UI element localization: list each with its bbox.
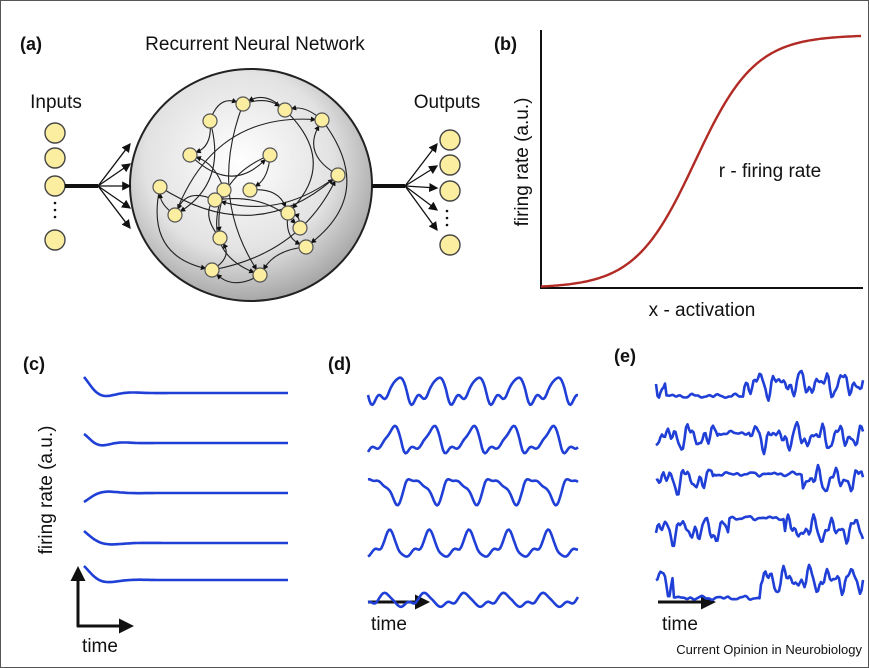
output-node <box>440 130 460 150</box>
network-node <box>281 206 295 220</box>
network-node <box>293 221 307 235</box>
x-label: time <box>371 614 407 635</box>
ellipsis-dot <box>54 202 57 205</box>
input-node <box>45 123 65 143</box>
input-node <box>45 148 65 168</box>
network-node <box>203 114 217 128</box>
panel-label: (e) <box>614 346 636 366</box>
network-node <box>331 168 345 182</box>
network-node <box>208 193 222 207</box>
network-node <box>153 180 167 194</box>
panel-title: Recurrent Neural Network <box>145 34 365 55</box>
curve-label: r - firing rate <box>719 161 821 182</box>
network-node <box>168 208 182 222</box>
ellipsis-dot <box>446 210 449 213</box>
output-node <box>440 155 460 175</box>
figure: (a) Recurrent Neural Network Inputs Outp… <box>0 0 869 668</box>
network-node <box>263 148 277 162</box>
input-node <box>45 176 65 196</box>
ellipsis-dot <box>446 217 449 220</box>
ellipsis-dot <box>446 224 449 227</box>
x-label: x - activation <box>649 300 756 321</box>
network-node <box>253 268 267 282</box>
panel-label: (b) <box>494 34 517 54</box>
panel-label: (d) <box>328 354 351 374</box>
x-label: time <box>662 614 698 635</box>
network-node <box>236 97 250 111</box>
network-node <box>183 148 197 162</box>
network-node <box>205 263 219 277</box>
network <box>130 69 372 301</box>
output-node <box>440 181 460 201</box>
network-node <box>299 240 313 254</box>
network-node <box>278 103 292 117</box>
panel-label: (a) <box>20 34 42 54</box>
network-node <box>213 231 227 245</box>
network-node <box>315 113 329 127</box>
network-node <box>243 183 257 197</box>
y-label: firing rate (a.u.) <box>512 98 533 227</box>
ellipsis-dot <box>54 209 57 212</box>
input-node <box>45 230 65 250</box>
inputs-label: Inputs <box>30 92 82 113</box>
x-label: time <box>82 636 118 657</box>
panel-label: (c) <box>23 354 45 374</box>
footer: Current Opinion in Neurobiology <box>676 642 862 657</box>
y-label: firing rate (a.u.) <box>36 426 57 555</box>
ellipsis-dot <box>54 216 57 219</box>
output-node <box>440 235 460 255</box>
outputs-label: Outputs <box>414 92 481 113</box>
